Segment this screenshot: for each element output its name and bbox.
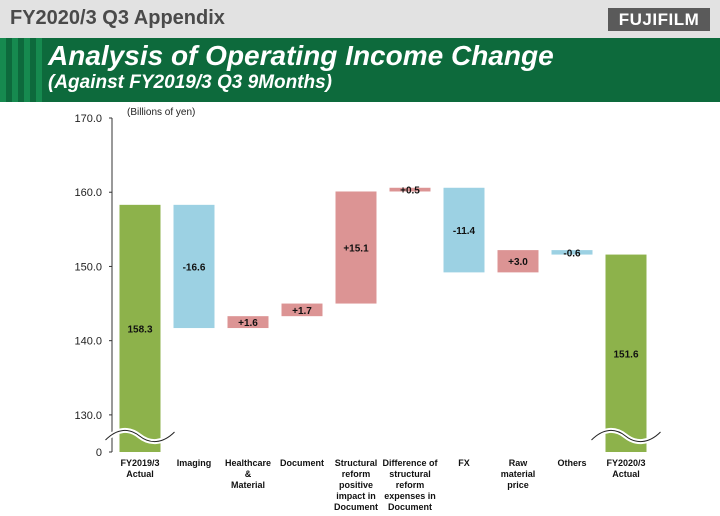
x-tick-label: Actual <box>612 469 640 479</box>
slide-title: Analysis of Operating Income Change <box>48 40 554 71</box>
x-tick-label: Raw <box>509 458 529 468</box>
data-label: 158.3 <box>127 324 152 335</box>
y-tick-label: 150.0 <box>74 261 102 273</box>
x-tick-label: price <box>507 480 529 490</box>
bar-1 <box>173 204 215 329</box>
bar-5 <box>389 187 431 192</box>
x-tick-label: Document <box>388 502 432 512</box>
fujifilm-logo: FUJIFILM <box>608 8 710 31</box>
x-tick-label: positive <box>339 480 373 490</box>
data-label: 151.6 <box>613 349 638 360</box>
x-tick-label: reform <box>396 480 425 490</box>
bar-6 <box>443 187 485 273</box>
bar-0 <box>119 204 161 452</box>
title-banner: Analysis of Operating Income Change (Aga… <box>0 38 720 102</box>
x-tick-label: impact in <box>336 491 376 501</box>
banner-stripes <box>0 38 42 102</box>
x-tick-label: FY2020/3 <box>606 458 645 468</box>
data-label: -11.4 <box>453 226 476 237</box>
x-tick-label: Imaging <box>177 458 212 468</box>
x-tick-label: Material <box>231 480 265 490</box>
data-label: +1.6 <box>238 318 258 329</box>
x-tick-label: reform <box>342 469 371 479</box>
x-tick-label: Structural <box>335 458 378 468</box>
slide-subtitle: (Against FY2019/3 Q3 9Months) <box>48 72 333 93</box>
x-tick-label: FY2019/3 <box>120 458 159 468</box>
top-bar: FY2020/3 Q3 Appendix FUJIFILM <box>0 0 720 38</box>
x-tick-label: & <box>245 469 252 479</box>
y-tick-label: 140.0 <box>74 336 102 348</box>
axis-break-mark <box>591 430 661 442</box>
bar-4 <box>335 191 377 304</box>
x-tick-label: Document <box>334 502 378 512</box>
x-tick-label: expenses in <box>384 491 436 501</box>
appendix-title: FY2020/3 Q3 Appendix <box>10 7 225 29</box>
data-label: -16.6 <box>183 262 206 273</box>
x-tick-label: Healthcare <box>225 458 271 468</box>
x-tick-label: Difference of <box>382 458 438 468</box>
x-tick-label: Document <box>280 458 324 468</box>
bar-9 <box>605 254 647 452</box>
bar-7 <box>497 250 539 273</box>
waterfall-chart: (Billions of yen) 170.0 160.0 150.0 140.0 130… <box>74 107 663 512</box>
x-tick-label: structural <box>389 469 431 479</box>
x-tick-label: FX <box>458 458 470 468</box>
y-tick-label: 130.0 <box>74 410 102 422</box>
data-label: +0.5 <box>400 186 420 197</box>
y-tick-label: 0 <box>96 447 102 459</box>
unit-label: (Billions of yen) <box>127 107 195 118</box>
y-tick-label: 160.0 <box>74 187 102 199</box>
bar-8 <box>551 250 593 255</box>
x-tick-label: material <box>501 469 536 479</box>
bar-3 <box>281 303 323 317</box>
x-tick-label: Actual <box>126 469 154 479</box>
y-tick-label: 170.0 <box>74 113 102 125</box>
data-label: -0.6 <box>563 248 581 259</box>
x-tick-label: Others <box>557 458 586 468</box>
bar-2 <box>227 316 269 329</box>
data-label: +3.0 <box>508 257 528 268</box>
data-label: +15.1 <box>343 244 369 255</box>
data-label: +1.7 <box>292 306 312 317</box>
axis-break-mark <box>105 430 175 442</box>
